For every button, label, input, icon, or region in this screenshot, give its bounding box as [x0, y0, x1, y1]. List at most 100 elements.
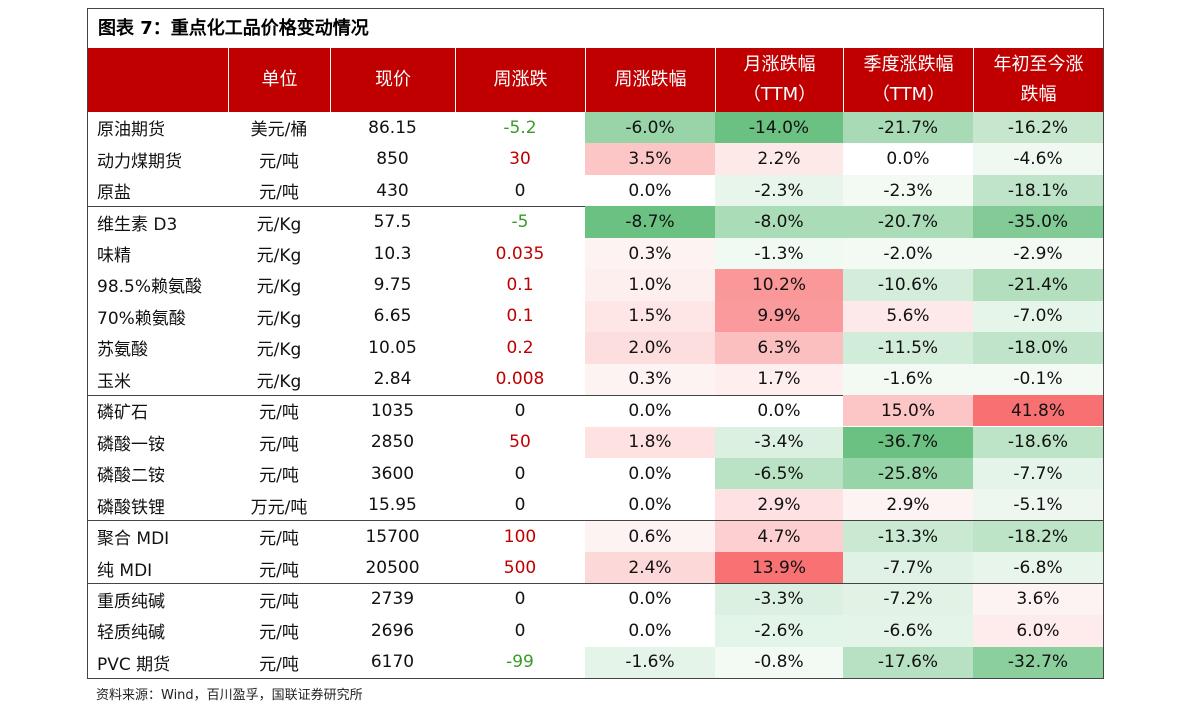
row-label: 玉米: [97, 371, 131, 392]
cell: -6.5%: [715, 457, 843, 490]
cell: 2.2%: [715, 143, 843, 175]
header-cell: 单位: [228, 48, 330, 112]
cell: 0.2: [506, 337, 534, 358]
cell: -2.6%: [715, 615, 843, 647]
cell: 1.0%: [585, 269, 715, 301]
cell: -1.6%: [843, 363, 973, 396]
source: 资料来源：Wind，百川盈孚，国联证券研究所: [96, 688, 363, 703]
cell: 0: [514, 495, 526, 516]
cell: -2.0%: [843, 237, 973, 270]
cell: 2.4%: [585, 552, 715, 584]
cell: -8.0%: [715, 206, 843, 238]
cell: 元/吨: [259, 403, 299, 424]
row-label: 维生素 D3: [97, 214, 178, 235]
header-line: 月涨跌幅: [743, 54, 816, 75]
header-cell: 月涨跌幅 （TTM）: [715, 48, 843, 112]
cell: 元/Kg: [256, 340, 302, 361]
cell: 2.84: [373, 369, 412, 390]
header-cell: 周涨跌: [455, 48, 585, 112]
cell: 0.6%: [585, 520, 715, 553]
cell: 13.9%: [715, 552, 843, 584]
cell: 2.9%: [715, 489, 843, 521]
header-cell: 现价: [330, 48, 455, 112]
cell: -32.7%: [973, 646, 1103, 679]
header-line: 年初至今涨: [993, 54, 1084, 75]
cell: 元/Kg: [256, 246, 302, 267]
cell: -17.6%: [843, 646, 973, 679]
cell: 10.05: [368, 337, 417, 358]
cell: 100: [503, 526, 537, 547]
cell: 元/吨: [259, 560, 299, 581]
cell: 0: [514, 400, 526, 421]
header-line: 周涨跌幅: [614, 69, 687, 90]
cell: 30: [509, 149, 531, 170]
cell: -6.8%: [973, 552, 1103, 584]
cell: 9.9%: [715, 300, 843, 333]
row-label: 原油期货: [97, 120, 165, 141]
cell: 6.0%: [973, 615, 1103, 647]
cell: 0.0%: [628, 463, 672, 484]
cell: 2.0%: [585, 332, 715, 364]
cell: -4.6%: [973, 143, 1103, 175]
cell: 10.3: [373, 243, 412, 264]
cell: 0: [514, 589, 526, 610]
cell: 850: [376, 149, 409, 170]
title: 图表 7：重点化工品价格变动情况: [87, 8, 1104, 48]
cell: 6.3%: [715, 332, 843, 364]
cell: 0.1: [506, 274, 534, 295]
cell: 57.5: [373, 212, 412, 233]
row-label: PVC 期货: [97, 654, 171, 675]
cell: -8.7%: [585, 206, 715, 238]
cell: 0: [514, 620, 526, 641]
cell: -1.6%: [585, 646, 715, 679]
cell: 15700: [365, 526, 420, 547]
cell: 元/吨: [259, 529, 299, 550]
cell: 2696: [370, 620, 415, 641]
row-label: 味精: [97, 246, 131, 267]
cell: 0.0%: [628, 589, 672, 610]
cell: -1.3%: [715, 237, 843, 270]
cell: 2739: [370, 589, 415, 610]
cell: -3.3%: [715, 583, 843, 616]
cell: 0.035: [495, 243, 545, 264]
cell: 万元/吨: [250, 497, 308, 518]
cell: 4.7%: [715, 520, 843, 553]
cell: 0.0%: [628, 400, 672, 421]
cell: -16.2%: [973, 112, 1103, 144]
cell: -5: [511, 212, 529, 233]
header-line: 周涨跌: [493, 69, 548, 90]
cell: -99: [506, 652, 534, 673]
row-label: 磷酸一铵: [97, 434, 165, 455]
cell: 0: [514, 463, 526, 484]
header-cell: 年初至今涨 跌幅: [973, 48, 1103, 112]
cell: 元/吨: [259, 183, 299, 204]
cell: 元/吨: [259, 654, 299, 675]
cell: 元/Kg: [256, 214, 302, 235]
cell: 0.008: [495, 369, 545, 390]
cell: 50: [509, 432, 531, 453]
cell: 美元/桶: [250, 120, 308, 141]
cell: -11.5%: [843, 332, 973, 364]
header-line: 现价: [375, 69, 411, 90]
header-line: （TTM）: [871, 84, 946, 105]
cell: 元/Kg: [256, 277, 302, 298]
cell: 1.8%: [585, 426, 715, 458]
cell: -18.1%: [973, 174, 1103, 207]
cell: -25.8%: [843, 457, 973, 490]
cell: 0.1: [506, 306, 534, 327]
row-label: 磷酸铁锂: [97, 497, 165, 518]
row-label: 磷酸二铵: [97, 466, 165, 487]
cell: 9.75: [373, 274, 412, 295]
cell: -14.0%: [715, 112, 843, 144]
cell: 元/Kg: [256, 371, 302, 392]
cell: -21.4%: [973, 269, 1103, 301]
cell: 1.7%: [715, 363, 843, 396]
row-label: 70%赖氨酸: [97, 308, 186, 329]
cell: -7.7%: [843, 552, 973, 584]
cell: 2850: [370, 432, 415, 453]
group-separator: [88, 583, 1103, 585]
cell: 0: [514, 180, 526, 201]
row-label: 98.5%赖氨酸: [97, 277, 203, 298]
cell: -21.7%: [843, 112, 973, 144]
